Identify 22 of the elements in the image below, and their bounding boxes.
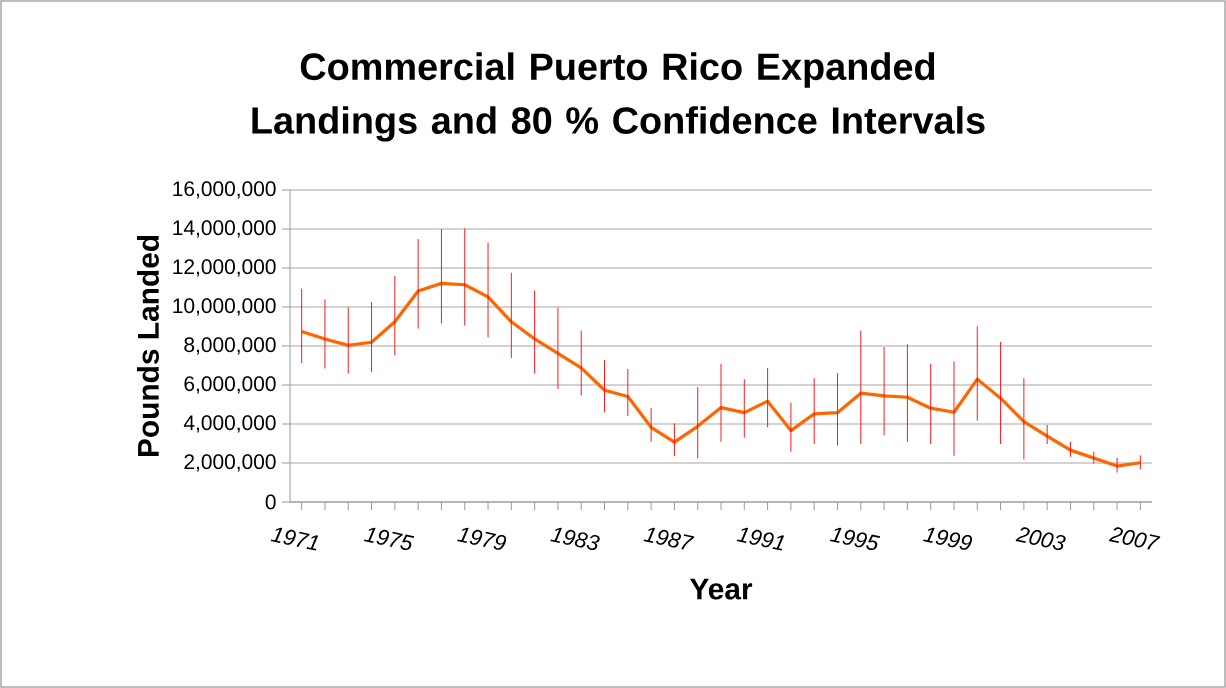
x-tick-label: 2007 — [1108, 527, 1161, 550]
y-tick-label: 4,000,000 — [183, 415, 276, 433]
x-tick-label: 1995 — [829, 527, 881, 551]
y-axis-title: Pounds Landed — [136, 235, 159, 457]
x-tick-label: 1975 — [363, 527, 415, 551]
x-tick-label: 1983 — [550, 527, 600, 551]
x-axis-title: Year — [689, 578, 753, 600]
chart-title: Commercial Puerto Rico Expanded Landings and 80 % Confidence Intervals — [252, 52, 985, 142]
y-tick-label: 14,000,000 — [173, 220, 276, 238]
y-tick-label: 16,000,000 — [173, 181, 276, 199]
y-tick-label: 8,000,000 — [184, 337, 276, 355]
x-tick-label: 1999 — [923, 527, 973, 550]
x-tick-label: 1987 — [643, 527, 695, 550]
x-tick-label: 2003 — [1015, 527, 1066, 551]
x-tick-label: 1991 — [736, 527, 785, 551]
y-tick-label: 10,000,000 — [173, 298, 276, 316]
y-tick-label: 6,000,000 — [184, 376, 276, 394]
x-tick-label: 1971 — [270, 527, 319, 551]
y-tick-label: 2,000,000 — [184, 454, 276, 472]
y-tick-label: 0 — [265, 494, 276, 510]
x-tick-label: 1979 — [457, 527, 507, 550]
y-tick-label: 12,000,000 — [173, 259, 276, 277]
